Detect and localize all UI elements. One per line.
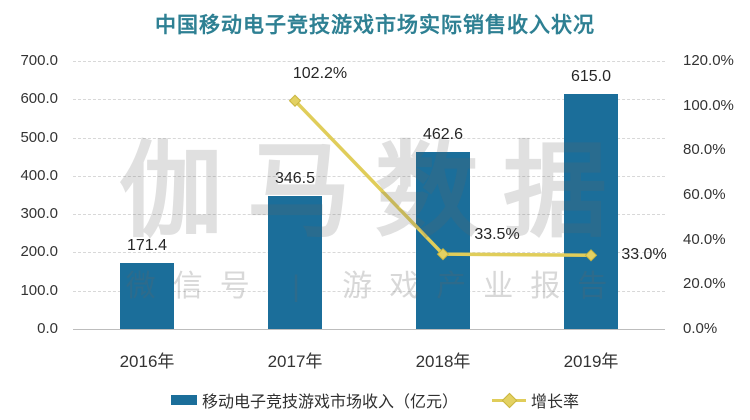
x-axis-label: 2018年 [415, 352, 471, 371]
bar-value-label: 171.4 [126, 237, 168, 255]
left-axis-tick: 600.0 [20, 90, 58, 108]
right-axis-tick: 100.0% [683, 96, 734, 114]
legend: 移动电子竞技游戏市场收入（亿元） 增长率 [0, 388, 750, 412]
watermark-sub: 微信号 | 游戏产业报告 [125, 270, 625, 303]
bar-value-label: 615.0 [570, 67, 612, 85]
bar-2016年 [120, 263, 174, 329]
legend-label-revenue: 移动电子竞技游戏市场收入（亿元） [201, 394, 458, 411]
line-marker-icon [288, 94, 302, 107]
left-axis-tick: 500.0 [20, 128, 58, 146]
bar-2019年 [564, 93, 618, 329]
left-axis-tick: 300.0 [20, 205, 58, 223]
growth-value-label: 102.2% [292, 64, 348, 82]
bar-2018年 [416, 151, 470, 329]
chart-title: 中国移动电子竞技游戏市场实际销售收入状况 [155, 14, 595, 37]
bar-value-label: 346.5 [274, 170, 316, 188]
right-axis-tick: 40.0% [683, 230, 726, 248]
left-axis-tick: 400.0 [20, 166, 58, 184]
x-axis-label: 2016年 [119, 352, 175, 371]
right-axis-tick: 120.0% [683, 52, 734, 69]
gridline [73, 61, 665, 62]
growth-value-label: 33.5% [474, 226, 520, 244]
bar-2017年 [268, 196, 322, 329]
right-axis-tick: 0.0% [683, 320, 718, 337]
left-axis-tick: 200.0 [20, 243, 58, 261]
right-axis-tick: 80.0% [683, 141, 726, 159]
bar-value-label: 462.6 [422, 125, 464, 143]
legend-item-revenue: 移动电子竞技游戏市场收入（亿元） [170, 388, 458, 412]
right-axis-tick: 60.0% [683, 186, 726, 203]
revenue-swatch-icon [170, 395, 197, 405]
watermark-main: 伽马数据 [118, 134, 631, 250]
x-axis-label: 2019年 [563, 352, 619, 371]
growth-value-label: 33.0% [621, 246, 667, 264]
right-axis-tick: 20.0% [683, 275, 726, 293]
gridline [73, 329, 665, 330]
legend-item-growth: 增长率 [492, 388, 579, 412]
growth-line-marker-icon [492, 392, 526, 408]
gridline [73, 290, 665, 292]
left-axis-tick: 700.0 [20, 52, 58, 69]
left-axis-tick: 0.0 [37, 320, 58, 337]
legend-label-growth: 增长率 [531, 394, 580, 411]
left-axis-tick: 100.0 [20, 281, 58, 299]
x-axis-label: 2017年 [267, 352, 323, 371]
